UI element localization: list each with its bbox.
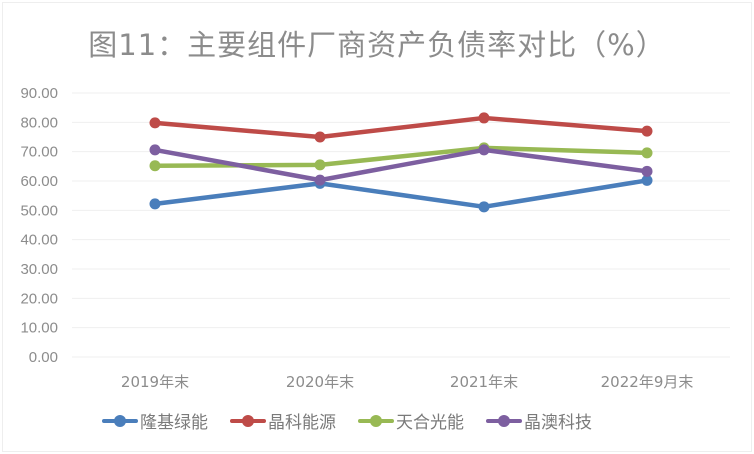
data-point-marker: [641, 125, 653, 137]
data-point-marker: [641, 174, 653, 186]
x-category-label: 2019年末: [121, 373, 189, 391]
chart-legend: 隆基绿能 晶科能源 天合光能 晶澳科技: [102, 408, 592, 433]
legend-line-marker-icon: [102, 413, 138, 429]
series-晶澳科技: [149, 144, 653, 186]
series-line: [154, 178, 648, 210]
x-category-label: 2022年9月末: [601, 373, 694, 391]
legend-item: 隆基绿能: [102, 408, 208, 433]
data-point-marker: [478, 144, 490, 156]
data-point-marker: [478, 112, 490, 124]
series-line: [154, 147, 648, 183]
y-tick-label: 20.00: [20, 290, 58, 307]
y-tick-label: 10.00: [20, 320, 58, 337]
legend-item: 晶科能源: [230, 408, 336, 433]
x-category-label: 2020年末: [286, 373, 354, 391]
chart-title: 图11：主要组件厂商资产负债率对比（%）: [88, 28, 666, 62]
data-point-marker: [149, 117, 161, 129]
legend-label: 晶科能源: [268, 413, 336, 433]
legend-label: 隆基绿能: [140, 413, 208, 433]
y-tick-label: 90.00: [20, 85, 58, 102]
y-tick-label: 30.00: [20, 261, 58, 278]
data-point-marker: [314, 159, 326, 171]
legend-label: 天合光能: [396, 413, 464, 433]
data-point-marker: [478, 201, 490, 213]
legend-line-marker-icon: [486, 413, 522, 429]
y-tick-label: 80.00: [20, 114, 58, 131]
series-line: [154, 115, 648, 140]
legend-line-marker-icon: [230, 413, 266, 429]
y-tick-label: 40.00: [20, 232, 58, 249]
series-晶科能源: [149, 112, 653, 143]
data-point-marker: [149, 160, 161, 172]
legend-label: 晶澳科技: [524, 413, 592, 433]
y-tick-label: 0.00: [29, 349, 58, 366]
data-point-marker: [641, 165, 653, 177]
data-point-marker: [149, 198, 161, 210]
y-tick-label: 70.00: [20, 144, 58, 161]
x-category-label: 2021年末: [450, 373, 518, 391]
data-point-marker: [641, 147, 653, 159]
y-tick-label: 60.00: [20, 173, 58, 190]
legend-line-marker-icon: [358, 413, 394, 429]
legend-item: 天合光能: [358, 408, 464, 433]
legend-item: 晶澳科技: [486, 408, 592, 433]
data-point-marker: [314, 131, 326, 143]
data-point-marker: [314, 174, 326, 186]
data-point-marker: [149, 144, 161, 156]
y-tick-label: 50.00: [20, 202, 58, 219]
